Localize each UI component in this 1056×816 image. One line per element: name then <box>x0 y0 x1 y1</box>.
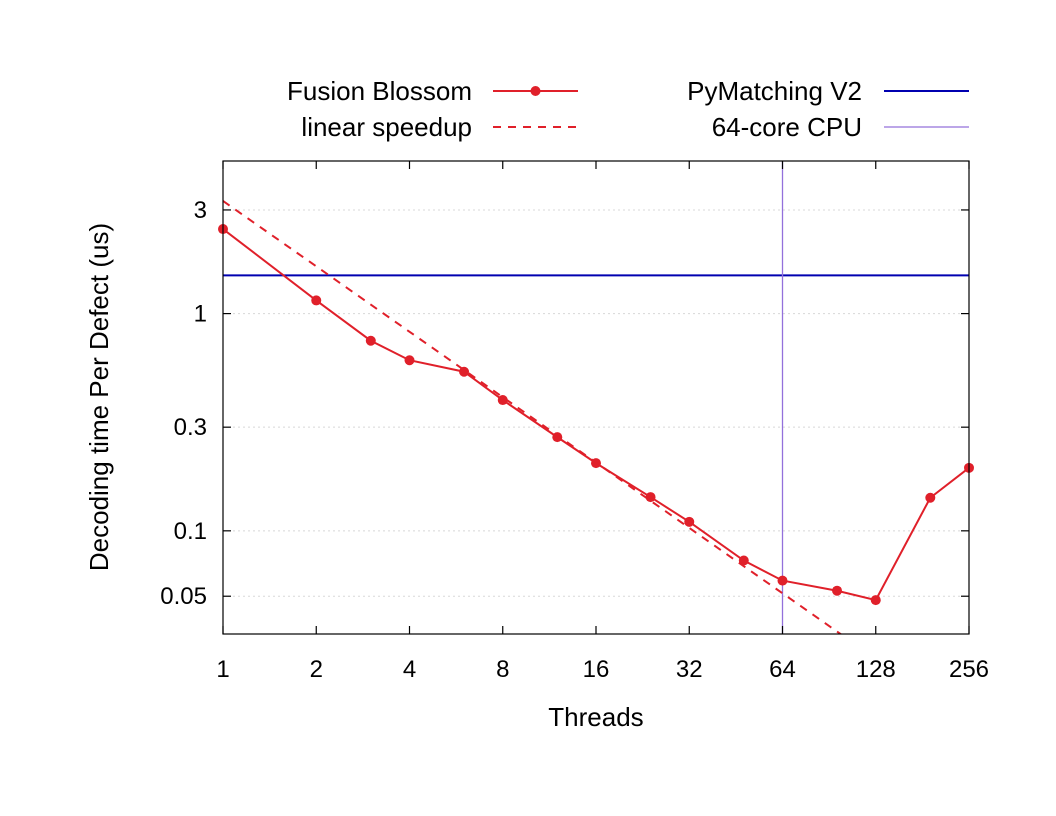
y-axis-label: Decoding time Per Defect (us) <box>84 223 114 571</box>
fusion-blossom-point <box>311 295 322 306</box>
fusion-blossom-line <box>222 228 970 602</box>
series-layer <box>218 200 974 634</box>
x-tick-label: 128 <box>856 656 896 683</box>
x-tick-label: 256 <box>949 656 989 683</box>
fusion-blossom-point <box>925 492 936 503</box>
legend-swatch-point <box>530 86 541 96</box>
x-tick-label: 1 <box>216 656 229 683</box>
axis-ticks: 0.05 0.1 0.3 1 3 1 2 4 8 16 32 64 128 256 <box>160 161 989 683</box>
fusion-blossom-point <box>365 335 376 346</box>
legend-label: PyMatching V2 <box>687 76 862 106</box>
fusion-blossom-point <box>777 575 788 586</box>
x-axis-label: Threads <box>548 702 643 732</box>
reference-lines <box>223 161 969 634</box>
x-tick-label: 16 <box>583 656 610 683</box>
y-tick-label: 0.05 <box>160 583 207 610</box>
fusion-blossom-point <box>645 492 656 503</box>
x-tick-label: 64 <box>769 656 796 683</box>
y-tick-label: 1 <box>194 301 207 328</box>
linear-speedup-line <box>223 200 843 634</box>
y-tick-label: 0.1 <box>174 518 207 545</box>
fusion-blossom-point <box>870 595 881 606</box>
fusion-blossom-point <box>497 395 508 406</box>
grid-lines <box>223 209 969 597</box>
fusion-blossom-point <box>404 355 415 366</box>
x-tick-label: 2 <box>310 656 323 683</box>
plot-frame <box>222 160 970 635</box>
legend-label: Fusion Blossom <box>287 76 472 106</box>
legend-label: 64-core CPU <box>712 112 862 142</box>
x-tick-label: 4 <box>403 656 416 683</box>
fusion-blossom-point <box>684 516 695 527</box>
y-tick-label: 0.3 <box>174 414 207 441</box>
legend-label: linear speedup <box>301 112 472 142</box>
legend: Fusion Blossom linear speedup PyMatching V… <box>287 76 969 142</box>
x-tick-label: 32 <box>676 656 703 683</box>
fusion-blossom-point <box>832 585 843 596</box>
fusion-blossom-point <box>738 555 749 566</box>
x-tick-label: 8 <box>496 656 509 683</box>
y-tick-label: 3 <box>194 197 207 224</box>
